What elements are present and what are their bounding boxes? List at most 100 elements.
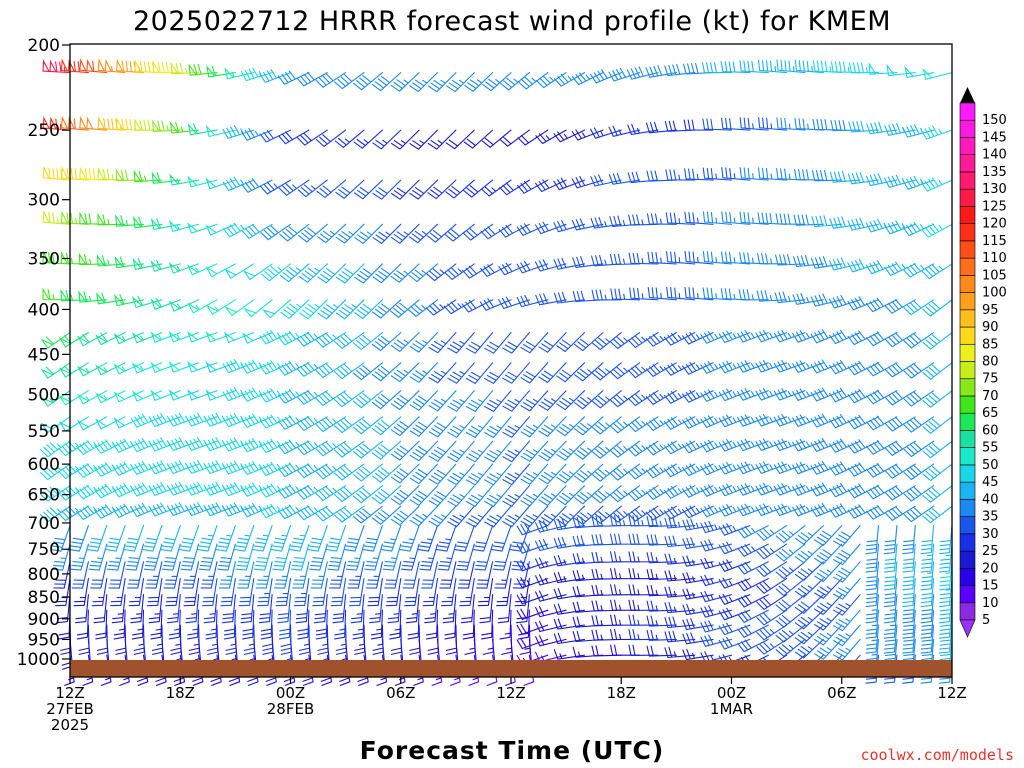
- wind-barb: [372, 624, 384, 655]
- wind-barb: [316, 179, 347, 199]
- wind-barb: [682, 518, 714, 531]
- colorbar-label: 70: [982, 389, 999, 404]
- wind-barb: [290, 543, 310, 571]
- wind-barb: [884, 332, 916, 348]
- wind-barb: [162, 543, 181, 571]
- wind-barb: [591, 463, 622, 482]
- wind-barb: [571, 72, 604, 86]
- wind-barb: [645, 390, 677, 405]
- wind-barb: [682, 440, 714, 454]
- wind-barb: [682, 463, 714, 477]
- wind-barb: [335, 263, 365, 284]
- wind-barb: [720, 288, 751, 301]
- wind-barb: [920, 624, 935, 654]
- wind-barb: [496, 578, 512, 607]
- wind-barb: [95, 362, 126, 376]
- colorbar-label: 145: [982, 130, 1007, 145]
- colorbar-label: 100: [982, 286, 1007, 301]
- wind-barb: [609, 362, 641, 380]
- wind-barb: [133, 624, 145, 655]
- wind-barb: [516, 560, 549, 572]
- wind-barb: [42, 59, 71, 74]
- wind-barb: [755, 329, 788, 343]
- wind-barb: [168, 389, 200, 401]
- wind-barb: [253, 543, 273, 571]
- wind-barb: [756, 543, 788, 560]
- wind-barb: [574, 362, 604, 382]
- wind-barb: [68, 525, 89, 552]
- wind-barb: [700, 504, 733, 518]
- wind-barb: [428, 390, 457, 412]
- wind-barb: [260, 223, 292, 241]
- wind-barb: [259, 360, 292, 375]
- wind-barb: [663, 485, 696, 499]
- wind-barb: [814, 638, 843, 660]
- wind-barb: [792, 360, 824, 373]
- colorbar-swatch: [959, 309, 976, 328]
- wind-barb: [646, 534, 677, 546]
- wind-barb: [756, 578, 788, 594]
- wind-barb: [484, 463, 512, 486]
- wind-barb: [755, 387, 788, 401]
- wind-barb: [884, 440, 916, 456]
- wind-barb: [829, 482, 861, 498]
- wind-barb: [95, 390, 126, 404]
- wind-barb: [847, 439, 880, 454]
- wind-barb: [499, 129, 530, 147]
- wind-barb: [775, 561, 806, 580]
- wind-barb: [371, 332, 402, 352]
- wind-barb: [105, 525, 126, 552]
- wind-barb: [91, 578, 108, 607]
- wind-barb: [442, 594, 457, 624]
- wind-barb: [627, 485, 659, 502]
- wind-barb: [57, 440, 89, 457]
- wind-barb: [700, 484, 733, 497]
- wind-barb: [479, 298, 512, 311]
- wind-barb: [775, 578, 806, 597]
- wind-barb: [793, 214, 824, 226]
- wind-barb: [315, 609, 328, 640]
- wind-barb: [335, 624, 347, 655]
- wind-barb: [387, 594, 402, 624]
- wind-barb: [371, 463, 402, 483]
- wind-barb: [756, 594, 788, 610]
- wind-barb: [645, 121, 677, 134]
- wind-barb: [131, 362, 163, 374]
- wind-barb: [590, 216, 622, 229]
- wind-barb: [298, 223, 328, 243]
- wind-barb: [866, 361, 898, 377]
- wind-barb: [224, 67, 255, 80]
- wind-barb: [334, 463, 365, 481]
- wind-barb: [94, 439, 126, 454]
- wind-barb: [737, 624, 769, 638]
- wind-barb: [866, 484, 898, 500]
- wind-barb: [757, 212, 788, 225]
- wind-barb: [272, 543, 292, 571]
- wind-barb: [257, 578, 273, 607]
- wind-barb: [535, 129, 567, 145]
- wind-barb: [76, 332, 108, 347]
- wind-barb: [390, 440, 420, 461]
- wind-barb: [682, 390, 714, 403]
- wind-barb: [409, 440, 439, 462]
- wind-barb: [114, 293, 145, 307]
- wind-barb: [457, 561, 475, 589]
- wind-barb: [370, 609, 383, 640]
- wind-barb: [810, 482, 843, 497]
- wind-barb: [520, 416, 549, 438]
- wind-barb: [296, 463, 328, 479]
- wind-barb: [217, 543, 236, 571]
- wind-barb: [773, 360, 806, 373]
- wind-barb: [275, 578, 292, 607]
- wind-barb: [205, 299, 236, 315]
- wind-barb: [591, 600, 622, 612]
- colorbar-swatch: [959, 137, 976, 155]
- wind-barb: [131, 390, 163, 402]
- wind-barb: [334, 505, 365, 523]
- wind-barb: [168, 361, 200, 373]
- wind-barb: [187, 609, 200, 640]
- wind-barb-field: [39, 58, 953, 686]
- wind-barb: [481, 129, 512, 148]
- wind-barb: [113, 390, 145, 403]
- wind-barb: [538, 416, 567, 437]
